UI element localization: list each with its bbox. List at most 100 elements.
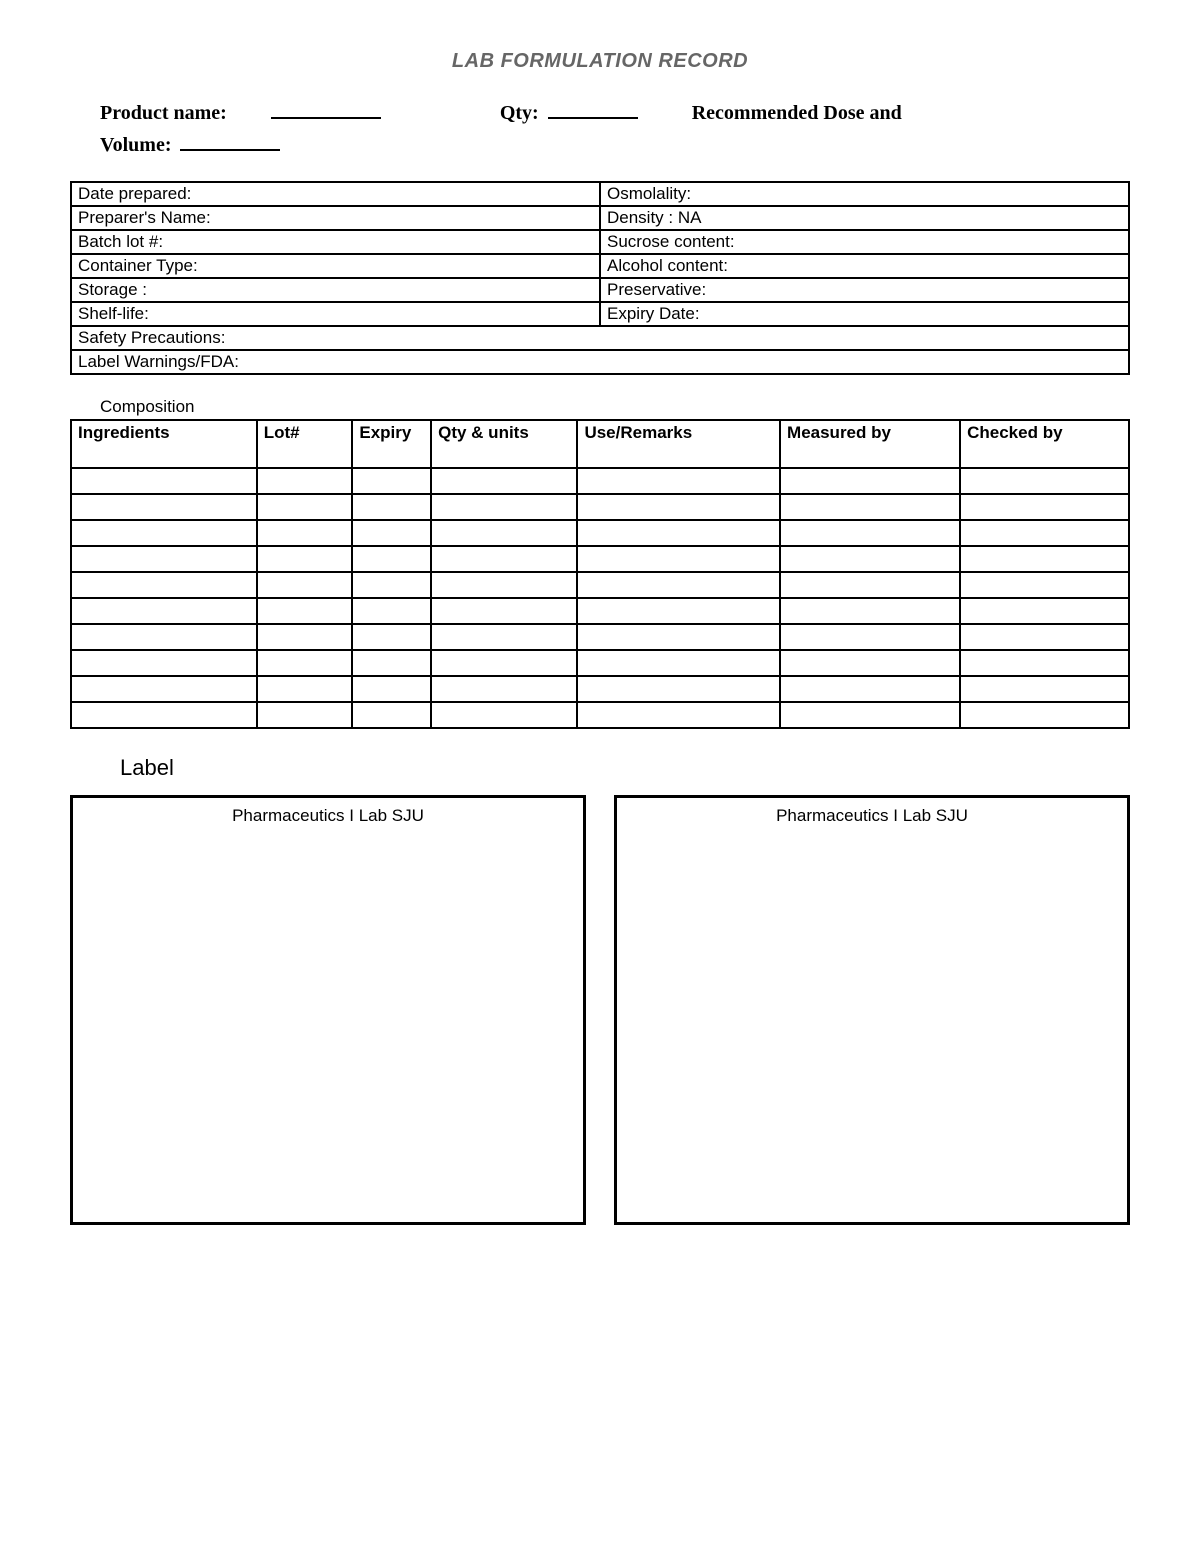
composition-cell[interactable] [71,702,257,728]
qty-blank[interactable] [548,101,638,119]
composition-cell[interactable] [780,624,960,650]
composition-cell[interactable] [71,494,257,520]
dose-label: Recommended Dose and [692,102,902,124]
composition-cell[interactable] [780,650,960,676]
meta-cell[interactable]: Sucrose content: [600,230,1129,254]
label-box-right-text: Pharmaceutics I Lab SJU [776,806,968,825]
composition-cell[interactable] [780,702,960,728]
label-box-right[interactable]: Pharmaceutics I Lab SJU [614,795,1130,1225]
composition-cell[interactable] [431,650,577,676]
meta-cell[interactable]: Shelf-life: [71,302,600,326]
composition-cell[interactable] [257,520,353,546]
composition-cell[interactable] [257,468,353,494]
composition-table: IngredientsLot#ExpiryQty & unitsUse/Rema… [70,419,1130,729]
composition-cell[interactable] [960,702,1129,728]
meta-cell[interactable]: Density : NA [600,206,1129,230]
composition-cell[interactable] [71,546,257,572]
composition-cell[interactable] [257,650,353,676]
composition-cell[interactable] [431,624,577,650]
composition-cell[interactable] [960,650,1129,676]
label-box-left-text: Pharmaceutics I Lab SJU [232,806,424,825]
composition-cell[interactable] [257,546,353,572]
meta-cell-full[interactable]: Label Warnings/FDA: [71,350,1129,374]
composition-cell[interactable] [431,468,577,494]
meta-cell[interactable]: Storage : [71,278,600,302]
composition-cell[interactable] [577,468,780,494]
composition-cell[interactable] [960,520,1129,546]
composition-cell[interactable] [960,676,1129,702]
volume-blank[interactable] [180,133,280,151]
composition-cell[interactable] [431,494,577,520]
composition-cell[interactable] [257,624,353,650]
label-box-left[interactable]: Pharmaceutics I Lab SJU [70,795,586,1225]
meta-cell[interactable]: Date prepared: [71,182,600,206]
composition-cell[interactable] [960,546,1129,572]
composition-cell[interactable] [71,624,257,650]
meta-cell[interactable]: Preservative: [600,278,1129,302]
composition-cell[interactable] [577,702,780,728]
composition-cell[interactable] [352,624,431,650]
composition-cell[interactable] [431,520,577,546]
composition-cell[interactable] [352,546,431,572]
product-name-label: Product name: [100,102,227,124]
composition-cell[interactable] [71,676,257,702]
composition-cell[interactable] [780,546,960,572]
composition-cell[interactable] [257,494,353,520]
composition-cell[interactable] [577,624,780,650]
composition-cell[interactable] [257,702,353,728]
composition-cell[interactable] [71,598,257,624]
product-name-blank[interactable] [271,101,381,119]
meta-cell-full[interactable]: Safety Precautions: [71,326,1129,350]
composition-cell[interactable] [352,468,431,494]
composition-cell[interactable] [71,520,257,546]
composition-cell[interactable] [780,494,960,520]
composition-column-header: Checked by [960,420,1129,468]
volume-label: Volume: [100,134,171,156]
composition-cell[interactable] [960,572,1129,598]
meta-cell[interactable]: Batch lot #: [71,230,600,254]
composition-cell[interactable] [431,702,577,728]
header-fields: Product name: Qty: Recommended Dose and … [100,97,1130,161]
meta-cell[interactable]: Osmolality: [600,182,1129,206]
composition-column-header: Use/Remarks [577,420,780,468]
meta-cell[interactable]: Expiry Date: [600,302,1129,326]
composition-cell[interactable] [431,546,577,572]
meta-cell[interactable]: Preparer's Name: [71,206,600,230]
meta-cell[interactable]: Alcohol content: [600,254,1129,278]
composition-cell[interactable] [577,520,780,546]
composition-column-header: Expiry [352,420,431,468]
composition-cell[interactable] [577,676,780,702]
meta-cell[interactable]: Container Type: [71,254,600,278]
composition-cell[interactable] [257,572,353,598]
composition-cell[interactable] [352,676,431,702]
composition-cell[interactable] [960,494,1129,520]
composition-cell[interactable] [352,650,431,676]
composition-cell[interactable] [960,598,1129,624]
composition-cell[interactable] [577,598,780,624]
composition-cell[interactable] [352,572,431,598]
composition-cell[interactable] [71,650,257,676]
composition-cell[interactable] [780,676,960,702]
composition-cell[interactable] [577,650,780,676]
composition-cell[interactable] [780,598,960,624]
document-title: LAB FORMULATION RECORD [70,50,1130,73]
composition-cell[interactable] [257,676,353,702]
composition-cell[interactable] [577,546,780,572]
composition-cell[interactable] [257,598,353,624]
composition-cell[interactable] [577,494,780,520]
composition-cell[interactable] [352,494,431,520]
composition-cell[interactable] [960,624,1129,650]
composition-cell[interactable] [431,676,577,702]
composition-cell[interactable] [71,468,257,494]
composition-cell[interactable] [71,572,257,598]
composition-cell[interactable] [431,598,577,624]
composition-cell[interactable] [352,702,431,728]
composition-cell[interactable] [780,572,960,598]
composition-cell[interactable] [780,520,960,546]
composition-cell[interactable] [431,572,577,598]
composition-cell[interactable] [780,468,960,494]
composition-cell[interactable] [352,598,431,624]
composition-cell[interactable] [960,468,1129,494]
composition-cell[interactable] [352,520,431,546]
composition-cell[interactable] [577,572,780,598]
